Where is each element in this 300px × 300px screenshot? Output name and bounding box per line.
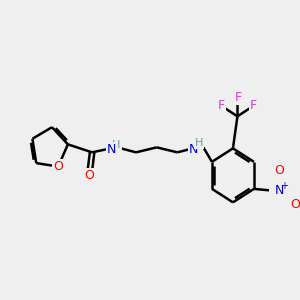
Text: H: H	[112, 140, 121, 150]
Text: O: O	[274, 164, 284, 177]
Text: N: N	[189, 143, 198, 156]
Text: ⁻: ⁻	[298, 204, 300, 214]
Text: O: O	[290, 198, 300, 212]
Text: F: F	[218, 99, 225, 112]
Text: N: N	[274, 184, 284, 197]
Text: F: F	[250, 99, 257, 112]
Text: H: H	[195, 138, 203, 148]
Text: O: O	[85, 169, 94, 182]
Text: O: O	[53, 160, 63, 173]
Text: +: +	[280, 181, 288, 191]
Text: F: F	[235, 91, 242, 104]
Text: N: N	[107, 143, 116, 156]
